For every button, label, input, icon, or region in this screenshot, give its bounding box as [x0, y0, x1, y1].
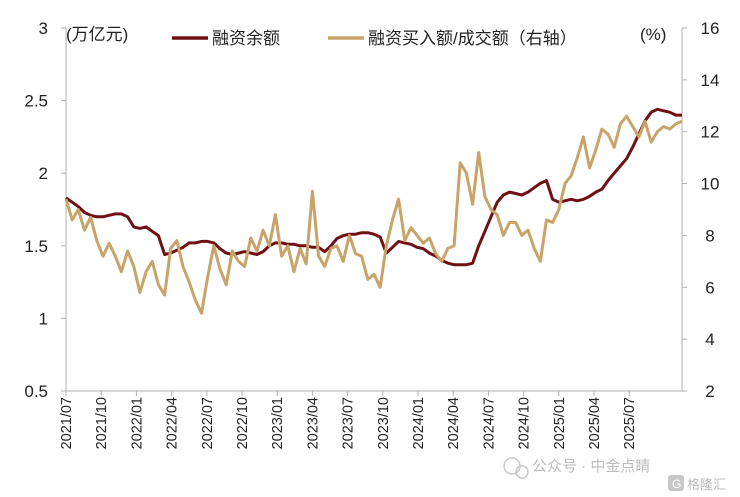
x-tick-label: 2025/07: [622, 397, 638, 449]
right-tick-label: 4: [705, 330, 714, 349]
left-tick-label: 2.5: [24, 92, 48, 111]
x-tick-label: 2024/10: [517, 397, 533, 449]
wechat-icon-bubble: [515, 465, 529, 479]
right-tick-label: 12: [701, 123, 720, 142]
left-axis-ticks: 0.5 1 1.5 2 2.5 3: [24, 19, 66, 401]
wechat-icon: [503, 457, 521, 475]
right-tick-label: 2: [705, 382, 714, 401]
series-line-margin-buy-ratio: [64, 114, 683, 315]
gelonghui-logo-glyph: G: [672, 477, 681, 491]
watermark-text: 公众号 · 中金点睛: [532, 458, 650, 475]
x-tick-label: 2025/04: [587, 397, 603, 449]
right-tick-label: 8: [705, 226, 714, 245]
left-axis-unit-label: (万亿元): [66, 25, 128, 44]
right-axis-unit-label: (%): [640, 25, 666, 44]
legend: 融资余额 融资买入额/成交额（右轴）: [172, 29, 577, 48]
x-tick-label: 2024/04: [446, 397, 462, 449]
right-tick-label: 16: [701, 19, 720, 38]
x-tick-label: 2024/01: [411, 397, 427, 449]
right-tick-label: 10: [701, 175, 720, 194]
right-tick-label: 14: [701, 71, 720, 90]
x-tick-label: 2022/07: [200, 397, 216, 449]
legend-label-margin-balance: 融资余额: [212, 29, 280, 48]
left-tick-label: 1.5: [24, 237, 48, 256]
x-tick-label: 2022/01: [129, 397, 145, 449]
x-tick-label: 2022/10: [235, 397, 251, 449]
x-tick-label: 2023/01: [270, 397, 286, 449]
gelonghui-logo-icon: [668, 475, 684, 491]
left-tick-label: 1: [39, 309, 48, 328]
x-tick-label: 2023/07: [341, 397, 357, 449]
right-axis-ticks: 2 4 6 8 10 12 14 16: [682, 19, 719, 401]
left-tick-label: 3: [39, 19, 48, 38]
x-tick-label: 2021/10: [94, 397, 110, 449]
legend-label-margin-buy-ratio: 融资买入额/成交额（右轴）: [368, 29, 577, 48]
left-tick-label: 2: [39, 164, 48, 183]
x-tick-label: 2021/07: [59, 397, 75, 449]
x-axis-ticks: 2021/07 2021/10 2022/01 2022/04 2022/07 2022/…: [59, 391, 638, 449]
right-tick-label: 6: [705, 278, 714, 297]
series-line-margin-balance: [65, 107, 682, 267]
x-tick-label: 2023/10: [376, 397, 392, 449]
x-tick-label: 2024/07: [481, 397, 497, 449]
x-tick-label: 2025/01: [552, 397, 568, 449]
watermark: 公众号 · 中金点睛 G 格隆汇: [503, 457, 726, 492]
x-tick-label: 2022/04: [165, 397, 181, 449]
x-tick-label: 2023/04: [305, 397, 321, 449]
left-tick-label: 0.5: [24, 382, 48, 401]
gelonghui-logo-text: 格隆汇: [687, 477, 726, 492]
